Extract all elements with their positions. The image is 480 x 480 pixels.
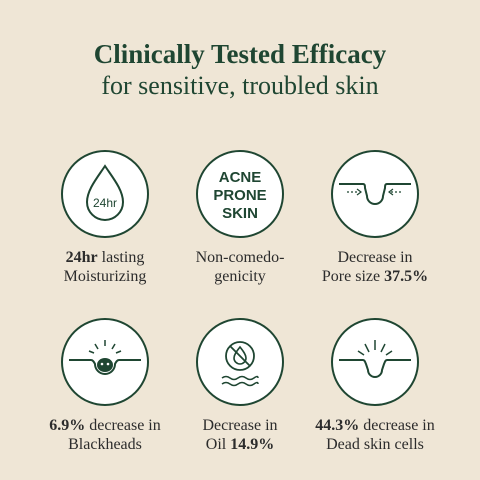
- label-highlight: 6.9%: [49, 417, 86, 434]
- oil-free-icon: [221, 341, 259, 387]
- label-highlight: 37.5%: [384, 268, 429, 285]
- item-label: 6.9% decrease in Blackheads: [30, 416, 180, 454]
- label-line1: Decrease in: [202, 417, 278, 434]
- item-label: 24hr lasting Moisturizing: [30, 248, 180, 286]
- efficacy-item-non-comedogenicity: ACNE PRONE SKIN Non-comedo- genicity: [165, 150, 315, 290]
- label-highlight: 44.3%: [315, 417, 360, 434]
- label-line1: lasting: [97, 249, 145, 266]
- water-drop-24hr-icon: 24hr: [85, 164, 125, 221]
- circle-badge: [196, 318, 284, 406]
- label-line2: Oil: [205, 436, 231, 453]
- label-line1: Non-comedo-: [195, 249, 285, 266]
- item-label: Decrease in Oil 14.9%: [165, 416, 315, 454]
- circle-badge: [61, 318, 149, 406]
- efficacy-item-moisturizing: 24hr 24hr lasting Moisturizing: [30, 150, 180, 290]
- efficacy-item-oil: Decrease in Oil 14.9%: [165, 318, 315, 458]
- label-line1: decrease in: [359, 417, 435, 434]
- label-highlight: 14.9%: [230, 436, 275, 453]
- label-line2: Pore size: [321, 268, 385, 285]
- page-title: Clinically Tested Efficacy: [93, 39, 387, 69]
- circle-badge: ACNE PRONE SKIN: [196, 150, 284, 238]
- label-line1: Decrease in: [337, 249, 413, 266]
- dead-skin-cells-icon: [339, 340, 411, 378]
- efficacy-item-dead-skin: 44.3% decrease in Dead skin cells: [300, 318, 450, 458]
- icon-text-skin: SKIN: [222, 205, 258, 222]
- item-label: Non-comedo- genicity: [165, 248, 315, 286]
- efficacy-item-pore-size: Decrease in Pore size 37.5%: [300, 150, 450, 290]
- icon-text-24hr: 24hr: [93, 196, 117, 210]
- item-label: Decrease in Pore size 37.5%: [300, 248, 450, 286]
- item-label: 44.3% decrease in Dead skin cells: [300, 416, 450, 454]
- icon-text-prone: PRONE: [213, 187, 266, 204]
- label-line2: Dead skin cells: [326, 436, 424, 453]
- circle-badge: [331, 318, 419, 406]
- circle-badge: 24hr: [61, 150, 149, 238]
- label-line2: genicity: [214, 268, 266, 285]
- blackhead-icon: [69, 340, 141, 375]
- label-line1: decrease in: [85, 417, 161, 434]
- label-highlight: 24hr: [65, 249, 98, 266]
- acne-prone-skin-icon: ACNE PRONE SKIN: [213, 169, 266, 222]
- label-line2: Moisturizing: [63, 268, 147, 285]
- efficacy-item-blackheads: 6.9% decrease in Blackheads: [30, 318, 180, 458]
- circle-badge: [331, 150, 419, 238]
- page-subtitle: for sensitive, troubled skin: [101, 71, 379, 100]
- label-line2: Blackheads: [68, 436, 142, 453]
- pore-size-icon: [339, 183, 411, 205]
- icon-text-acne: ACNE: [219, 169, 262, 186]
